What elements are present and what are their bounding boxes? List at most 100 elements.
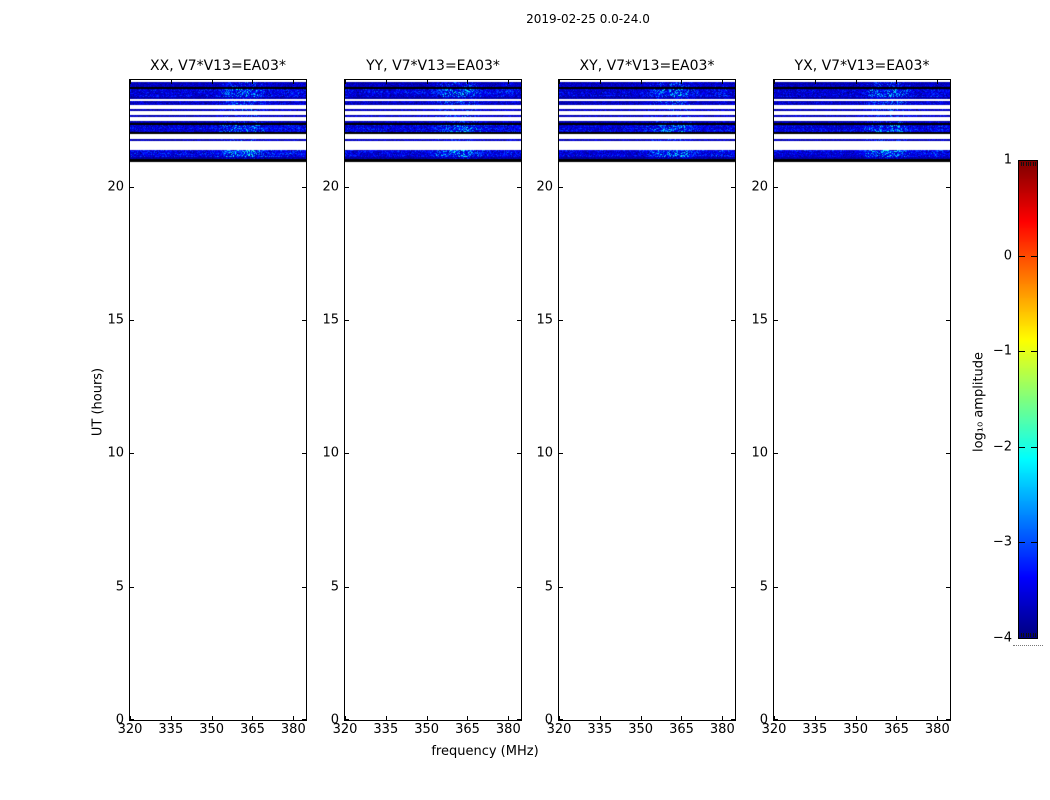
y-tick bbox=[302, 587, 306, 588]
x-tick bbox=[774, 80, 775, 84]
colorbar-minor-tick bbox=[1034, 162, 1036, 166]
x-tick bbox=[937, 716, 938, 720]
y-tick bbox=[517, 719, 521, 720]
y-tick bbox=[946, 320, 950, 321]
y-tick bbox=[731, 719, 735, 720]
x-tick-label: 380 bbox=[280, 722, 306, 737]
y-tick-label: 10 bbox=[322, 445, 339, 461]
colorbar-minor-tick bbox=[1023, 162, 1025, 166]
x-tick bbox=[774, 716, 775, 720]
x-tick-label: 350 bbox=[628, 722, 654, 737]
colorbar-minor-tick bbox=[1032, 633, 1034, 637]
y-tick-label: 10 bbox=[751, 445, 768, 461]
y-tick bbox=[345, 187, 349, 188]
x-tick-label: 365 bbox=[240, 722, 265, 737]
colorbar-tick bbox=[1031, 256, 1037, 257]
y-tick bbox=[302, 453, 306, 454]
colorbar-tick-label: −1 bbox=[992, 343, 1012, 359]
y-tick bbox=[345, 719, 349, 720]
x-tick bbox=[345, 80, 346, 84]
x-tick bbox=[641, 80, 642, 84]
x-tick-label: 335 bbox=[802, 722, 828, 737]
x-tick bbox=[345, 716, 346, 720]
y-tick bbox=[731, 320, 735, 321]
y-tick-label: 15 bbox=[322, 312, 339, 328]
x-tick bbox=[722, 716, 723, 720]
y-tick bbox=[130, 453, 134, 454]
x-tick-label: 335 bbox=[587, 722, 613, 737]
colorbar-minor-tick bbox=[1021, 633, 1022, 637]
panel-xx bbox=[129, 79, 307, 721]
y-tick-label: 15 bbox=[107, 312, 124, 328]
panel-title-xy: XY, V7*V13=EA03* bbox=[579, 58, 715, 74]
x-tick bbox=[896, 716, 897, 720]
colorbar-minor-tick bbox=[1032, 162, 1034, 166]
y-tick bbox=[302, 187, 306, 188]
colorbar-tick bbox=[1031, 351, 1037, 352]
colorbar-tick bbox=[1019, 447, 1025, 448]
y-tick bbox=[345, 587, 349, 588]
y-tick-label: 0 bbox=[330, 712, 339, 728]
x-tick bbox=[130, 80, 131, 84]
colorbar-minor-tick bbox=[1025, 633, 1027, 637]
y-tick bbox=[774, 320, 778, 321]
y-tick bbox=[731, 187, 735, 188]
x-tick-label: 350 bbox=[843, 722, 869, 737]
colorbar-gradient-canvas bbox=[1019, 161, 1037, 638]
y-tick-label: 20 bbox=[536, 179, 553, 195]
x-tick-label: 365 bbox=[884, 722, 909, 737]
colorbar-minor-tick bbox=[1021, 162, 1022, 166]
x-tick bbox=[641, 716, 642, 720]
x-tick bbox=[815, 80, 816, 84]
panel-yy bbox=[344, 79, 522, 721]
y-tick bbox=[946, 187, 950, 188]
y-tick bbox=[302, 719, 306, 720]
y-tick-label: 20 bbox=[322, 179, 339, 195]
colorbar-minor-tick bbox=[1030, 162, 1032, 166]
y-tick bbox=[517, 453, 521, 454]
x-tick-label: 350 bbox=[199, 722, 225, 737]
x-tick-label: 320 bbox=[546, 722, 572, 737]
x-tick bbox=[386, 716, 387, 720]
spectrogram-canvas-xx bbox=[130, 80, 306, 720]
y-tick-label: 15 bbox=[751, 312, 768, 328]
y-tick-label: 0 bbox=[544, 712, 553, 728]
panel-xy bbox=[558, 79, 736, 721]
y-tick bbox=[517, 587, 521, 588]
x-tick-label: 320 bbox=[332, 722, 358, 737]
spectrogram-canvas-yy bbox=[345, 80, 521, 720]
y-tick bbox=[559, 587, 563, 588]
x-axis-label: frequency (MHz) bbox=[431, 744, 539, 759]
colorbar-tick bbox=[1019, 256, 1025, 257]
x-tick-label: 320 bbox=[761, 722, 787, 737]
x-tick bbox=[815, 716, 816, 720]
y-tick bbox=[130, 187, 134, 188]
y-tick bbox=[559, 187, 563, 188]
x-tick bbox=[856, 80, 857, 84]
y-tick-label: 5 bbox=[544, 579, 553, 595]
y-tick-label: 10 bbox=[536, 445, 553, 461]
x-tick-label: 380 bbox=[495, 722, 521, 737]
x-tick bbox=[937, 80, 938, 84]
y-tick bbox=[130, 719, 134, 720]
y-tick bbox=[345, 453, 349, 454]
y-tick bbox=[302, 320, 306, 321]
colorbar-tick-label: −2 bbox=[992, 439, 1012, 455]
x-tick-label: 365 bbox=[455, 722, 480, 737]
x-tick bbox=[467, 716, 468, 720]
y-axis-label: UT (hours) bbox=[90, 367, 106, 437]
x-tick bbox=[681, 80, 682, 84]
x-tick bbox=[293, 80, 294, 84]
x-tick bbox=[508, 80, 509, 84]
x-tick bbox=[212, 80, 213, 84]
y-tick bbox=[517, 187, 521, 188]
x-tick bbox=[559, 716, 560, 720]
colorbar-minor-tick bbox=[1027, 162, 1029, 166]
colorbar-label: log₁₀ amplitude bbox=[971, 351, 987, 453]
x-tick bbox=[427, 716, 428, 720]
y-tick bbox=[774, 587, 778, 588]
y-tick bbox=[946, 719, 950, 720]
x-tick-label: 350 bbox=[414, 722, 440, 737]
y-tick bbox=[774, 453, 778, 454]
